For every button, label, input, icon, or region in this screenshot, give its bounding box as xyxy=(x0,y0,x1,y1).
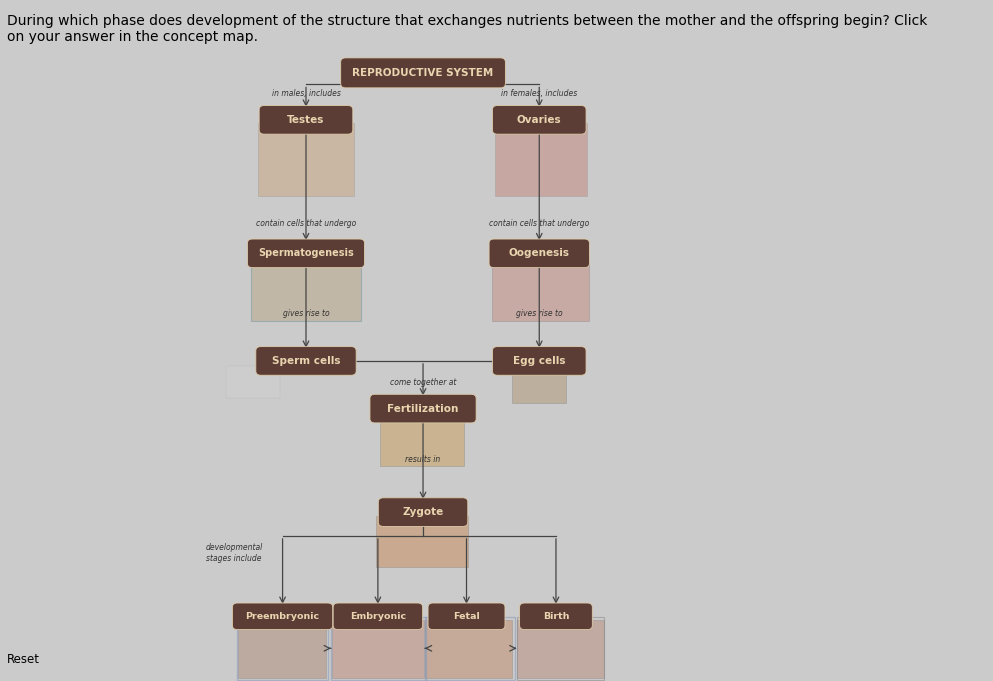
Text: developmental
stages include: developmental stages include xyxy=(206,543,263,563)
Text: Sperm cells: Sperm cells xyxy=(272,356,341,366)
Text: Testes: Testes xyxy=(287,115,325,125)
FancyBboxPatch shape xyxy=(256,347,356,375)
FancyBboxPatch shape xyxy=(259,106,353,134)
Text: Reset: Reset xyxy=(7,653,40,666)
Text: Ovaries: Ovaries xyxy=(517,115,562,125)
FancyBboxPatch shape xyxy=(425,620,512,678)
Text: During which phase does development of the structure that exchanges nutrients be: During which phase does development of t… xyxy=(7,14,927,44)
FancyBboxPatch shape xyxy=(225,366,280,398)
FancyBboxPatch shape xyxy=(380,413,464,466)
FancyBboxPatch shape xyxy=(370,394,476,423)
Text: come together at: come together at xyxy=(390,378,456,387)
Text: contain cells that undergo: contain cells that undergo xyxy=(490,219,590,228)
FancyBboxPatch shape xyxy=(232,603,333,629)
FancyBboxPatch shape xyxy=(493,347,586,375)
FancyBboxPatch shape xyxy=(247,239,364,268)
Text: Fertilization: Fertilization xyxy=(387,404,459,413)
FancyBboxPatch shape xyxy=(511,364,566,403)
FancyBboxPatch shape xyxy=(378,498,468,526)
FancyBboxPatch shape xyxy=(257,123,354,196)
FancyBboxPatch shape xyxy=(238,620,326,678)
Text: Oogenesis: Oogenesis xyxy=(508,249,570,258)
Text: REPRODUCTIVE SYSTEM: REPRODUCTIVE SYSTEM xyxy=(353,68,494,78)
FancyBboxPatch shape xyxy=(516,620,605,678)
FancyBboxPatch shape xyxy=(493,106,586,134)
FancyBboxPatch shape xyxy=(519,603,593,629)
FancyBboxPatch shape xyxy=(376,516,468,567)
FancyBboxPatch shape xyxy=(428,603,505,629)
FancyBboxPatch shape xyxy=(490,239,590,268)
Text: contain cells that undergo: contain cells that undergo xyxy=(256,219,356,228)
Text: in males, includes: in males, includes xyxy=(271,89,341,98)
FancyBboxPatch shape xyxy=(251,259,361,321)
Text: Preembryonic: Preembryonic xyxy=(245,612,320,621)
Text: Embryonic: Embryonic xyxy=(350,612,406,621)
FancyBboxPatch shape xyxy=(334,603,423,629)
Text: gives rise to: gives rise to xyxy=(283,308,330,318)
FancyBboxPatch shape xyxy=(341,58,505,88)
Text: in females, includes: in females, includes xyxy=(501,89,577,98)
Text: results in: results in xyxy=(405,455,441,464)
Text: Birth: Birth xyxy=(543,612,569,621)
FancyBboxPatch shape xyxy=(492,259,589,321)
Text: Spermatogenesis: Spermatogenesis xyxy=(258,249,354,258)
FancyBboxPatch shape xyxy=(495,123,587,196)
FancyBboxPatch shape xyxy=(332,620,424,678)
Text: Zygote: Zygote xyxy=(402,507,444,517)
Text: Fetal: Fetal xyxy=(453,612,480,621)
Text: Egg cells: Egg cells xyxy=(513,356,565,366)
Text: gives rise to: gives rise to xyxy=(516,308,563,318)
